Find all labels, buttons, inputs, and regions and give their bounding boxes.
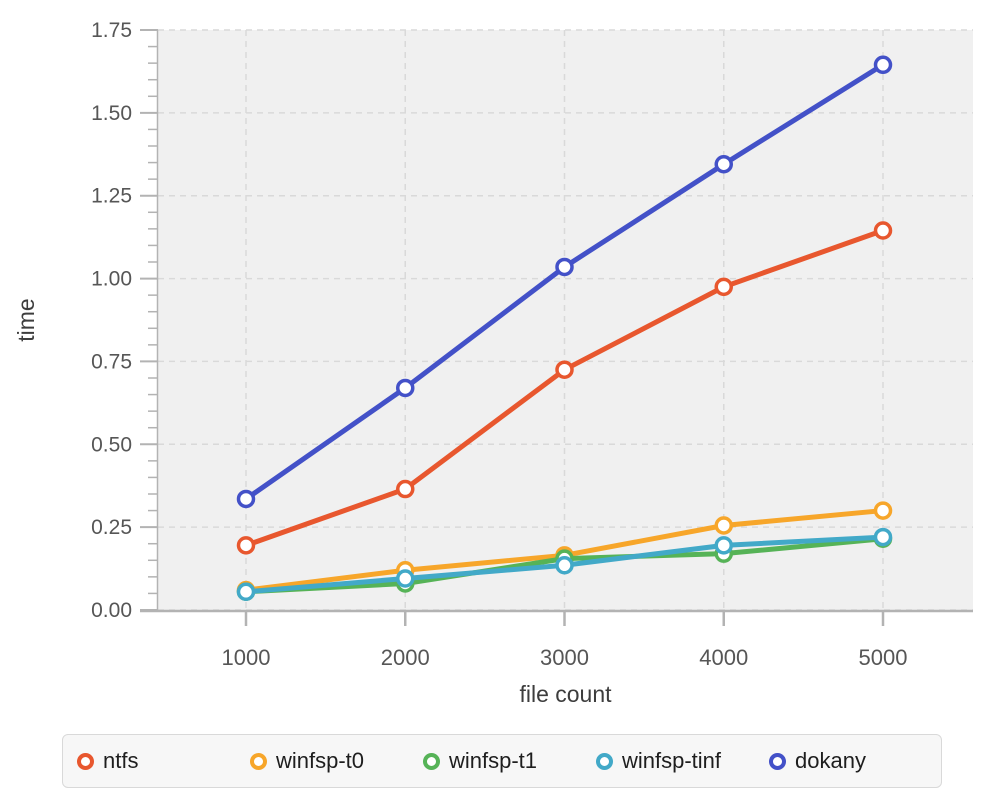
legend: ntfs winfsp-t0 winfsp-t1 winfsp-tinf dok… — [62, 734, 942, 788]
series-dokany — [236, 55, 893, 509]
data-point-ntfs-1000 — [236, 536, 256, 555]
y-tick-label: 1.50 — [91, 102, 132, 125]
legend-item-dokany: dokany — [769, 748, 866, 774]
data-point-dokany-3000 — [555, 257, 574, 277]
gridlines — [158, 29, 973, 611]
x-tick-label: 1000 — [222, 645, 271, 670]
axes: 0.00 0.25 0.50 0.75 1.00 1.25 1.50 1.75 1000 2000… — [91, 19, 973, 670]
legend-label-dokany: dokany — [795, 748, 866, 773]
dokany-marker-icon — [769, 752, 786, 770]
x-tick-label: 2000 — [381, 645, 430, 670]
data-point-winfsp-t0-4000 — [714, 516, 733, 535]
data-point-dokany-1000 — [236, 489, 256, 509]
data-point-winfsp-tinf-3000 — [555, 556, 574, 575]
data-point-dokany-4000 — [714, 154, 733, 174]
y-axis-title: time — [13, 298, 39, 341]
legend-item-winfsp-t1: winfsp-t1 — [423, 748, 596, 774]
ntfs-marker-icon — [77, 752, 94, 770]
winfsp-tinf-marker-icon — [596, 752, 613, 770]
x-tick-label: 5000 — [859, 645, 908, 670]
y-tick-label: 1.00 — [91, 268, 132, 291]
data-point-winfsp-tinf-1000 — [236, 582, 256, 602]
x-tick-label: 4000 — [699, 645, 748, 670]
series-winfsp-tinf — [236, 527, 893, 602]
legend-label-winfsp-tinf: winfsp-tinf — [622, 748, 722, 773]
y-tick-label: 0.50 — [91, 433, 132, 456]
y-tick-label: 0.75 — [91, 350, 132, 373]
legend-item-winfsp-tinf: winfsp-tinf — [596, 748, 769, 774]
data-point-winfsp-tinf-5000 — [873, 527, 893, 547]
x-axis-title: file count — [519, 681, 612, 707]
data-point-winfsp-tinf-2000 — [396, 569, 415, 588]
plot-background — [158, 30, 973, 610]
legend-label-winfsp-t0: winfsp-t0 — [276, 748, 365, 773]
data-point-ntfs-3000 — [555, 360, 574, 379]
data-point-dokany-2000 — [396, 378, 415, 398]
legend-item-ntfs: ntfs — [77, 748, 250, 774]
series-ntfs — [236, 221, 893, 555]
data-point-ntfs-5000 — [873, 221, 893, 240]
data-point-winfsp-tinf-4000 — [714, 536, 733, 555]
winfsp-t1-marker-icon — [423, 752, 440, 770]
legend-label-winfsp-t1: winfsp-t1 — [449, 748, 538, 773]
legend-label-ntfs: ntfs — [103, 748, 139, 773]
legend-item-winfsp-t0: winfsp-t0 — [250, 748, 423, 774]
data-point-ntfs-4000 — [714, 277, 733, 297]
y-tick-label: 0.00 — [91, 599, 132, 622]
y-tick-label: 0.25 — [91, 516, 132, 539]
data-point-dokany-5000 — [873, 55, 893, 75]
data-point-ntfs-2000 — [396, 479, 415, 499]
y-tick-label: 1.75 — [91, 19, 132, 42]
y-tick-label: 1.25 — [91, 185, 132, 208]
plot-area: 0.00 0.25 0.50 0.75 1.00 1.25 1.50 1.75 1000 2000… — [13, 19, 973, 707]
x-tick-label: 3000 — [540, 645, 589, 670]
winfsp-t0-marker-icon — [250, 752, 267, 770]
data-point-winfsp-t0-5000 — [873, 501, 893, 520]
